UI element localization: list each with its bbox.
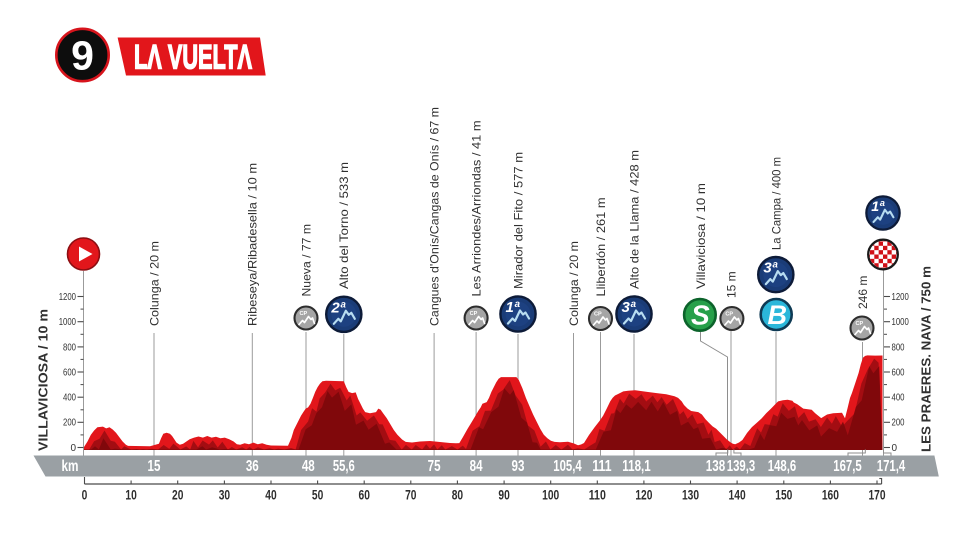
svg-text:246 m: 246 m: [856, 276, 870, 309]
svg-text:LES PRAERES. NAVA / 750 m: LES PRAERES. NAVA / 750 m: [919, 266, 934, 452]
svg-text:2ª: 2ª: [330, 299, 345, 316]
svg-text:800: 800: [892, 342, 905, 353]
svg-text:1200: 1200: [59, 292, 77, 303]
svg-text:70: 70: [405, 488, 416, 503]
svg-text:600: 600: [892, 367, 905, 378]
svg-text:150: 150: [775, 488, 792, 503]
svg-text:15 m: 15 m: [724, 271, 738, 298]
svg-text:20: 20: [172, 488, 183, 503]
svg-text:140: 140: [729, 488, 746, 503]
svg-text:Alto del Torno / 533 m: Alto del Torno / 533 m: [337, 162, 351, 289]
svg-text:171,4: 171,4: [877, 458, 906, 475]
svg-text:148,6: 148,6: [768, 458, 797, 475]
svg-text:80: 80: [452, 488, 463, 503]
svg-text:Les Arriondes/Arriondas / 41 m: Les Arriondes/Arriondas / 41 m: [469, 120, 483, 296]
svg-text:48: 48: [302, 458, 315, 475]
svg-text:36: 36: [246, 458, 259, 475]
svg-text:90: 90: [498, 488, 509, 503]
svg-text:600: 600: [63, 367, 76, 378]
svg-text:93: 93: [512, 458, 525, 475]
svg-text:0: 0: [70, 443, 76, 454]
svg-text:200: 200: [892, 418, 905, 429]
svg-text:Nueva / 77 m: Nueva / 77 m: [299, 224, 313, 297]
svg-text:0: 0: [892, 443, 898, 454]
svg-text:138: 138: [706, 458, 726, 475]
svg-text:60: 60: [359, 488, 370, 503]
svg-text:15: 15: [148, 458, 161, 475]
svg-text:40: 40: [265, 488, 276, 503]
svg-text:La Campa / 400 m: La Campa / 400 m: [769, 157, 783, 250]
svg-text:50: 50: [312, 488, 323, 503]
svg-text:55,6: 55,6: [333, 458, 355, 475]
svg-text:167,5: 167,5: [833, 458, 862, 475]
svg-text:3ª: 3ª: [763, 260, 777, 277]
svg-text:CP: CP: [470, 311, 478, 317]
svg-text:B: B: [767, 300, 787, 330]
svg-text:1000: 1000: [59, 317, 77, 328]
svg-text:Cangues d'Onís/Cangas de Onís: Cangues d'Onís/Cangas de Onís / 67 m: [427, 107, 441, 326]
svg-text:Ribeseya/Ribadesella / 10 m: Ribeseya/Ribadesella / 10 m: [246, 163, 260, 326]
svg-text:3ª: 3ª: [622, 299, 636, 316]
svg-text:S: S: [691, 299, 710, 330]
svg-text:CP: CP: [856, 321, 864, 327]
svg-text:800: 800: [63, 342, 76, 353]
svg-text:400: 400: [63, 393, 76, 404]
svg-text:10: 10: [125, 488, 136, 503]
svg-text:Colunga / 20 m: Colunga / 20 m: [147, 241, 161, 326]
svg-text:Colunga / 20 m: Colunga / 20 m: [567, 241, 581, 326]
svg-text:CP: CP: [594, 312, 602, 318]
svg-text:1000: 1000: [892, 317, 910, 328]
svg-text:CP: CP: [725, 312, 733, 318]
svg-text:LΛ VUELTΛ: LΛ VUELTΛ: [134, 38, 252, 76]
svg-text:VILLAVICIOSA / 10 m: VILLAVICIOSA / 10 m: [36, 309, 51, 451]
svg-text:111: 111: [592, 458, 612, 475]
svg-text:Lliberdón / 261 m: Lliberdón / 261 m: [594, 198, 608, 297]
svg-text:84: 84: [470, 458, 483, 475]
svg-text:Alto de la Llama / 428 m: Alto de la Llama / 428 m: [627, 150, 641, 289]
svg-text:160: 160: [822, 488, 839, 503]
svg-text:110: 110: [589, 488, 606, 503]
svg-text:30: 30: [219, 488, 230, 503]
svg-text:km: km: [62, 458, 79, 475]
svg-text:170: 170: [868, 488, 885, 503]
svg-text:200: 200: [63, 418, 76, 429]
svg-text:120: 120: [635, 488, 652, 503]
svg-text:130: 130: [682, 488, 699, 503]
svg-text:400: 400: [892, 393, 905, 404]
svg-text:100: 100: [542, 488, 559, 503]
svg-text:1ª: 1ª: [506, 299, 520, 316]
svg-text:Villaviciosa / 10 m: Villaviciosa / 10 m: [694, 183, 708, 289]
svg-text:0: 0: [82, 488, 88, 503]
svg-text:1200: 1200: [892, 292, 910, 303]
svg-text:139,3: 139,3: [727, 458, 756, 475]
svg-text:CP: CP: [300, 311, 308, 317]
svg-text:105,4: 105,4: [553, 458, 582, 475]
svg-text:9: 9: [71, 33, 94, 79]
svg-text:118,1: 118,1: [622, 458, 651, 475]
svg-text:75: 75: [428, 458, 441, 475]
svg-text:1ª: 1ª: [871, 199, 885, 215]
svg-text:Mirador del Fito / 577 m: Mirador del Fito / 577 m: [511, 152, 525, 289]
